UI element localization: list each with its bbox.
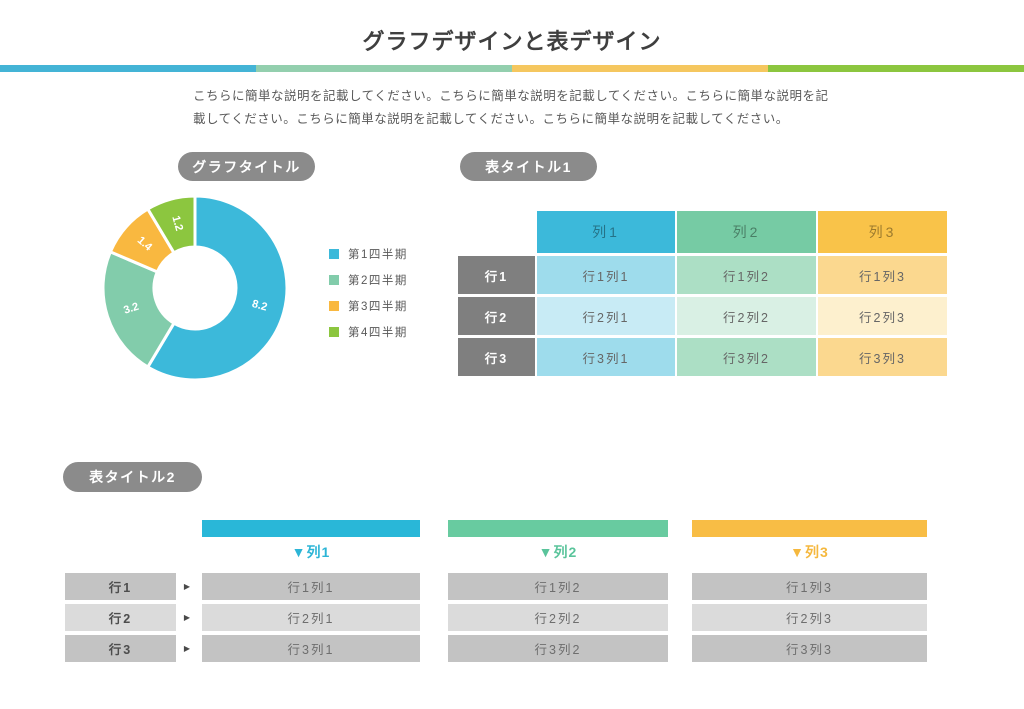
donut-slice	[146, 194, 197, 255]
accent-bar-segment	[512, 65, 768, 72]
table2-cell: 行2列3	[692, 604, 927, 631]
table1-col-header: 列3	[818, 211, 947, 253]
table2-col-header: ▼列1	[291, 544, 331, 560]
table1-row-header: 行2	[458, 297, 535, 335]
description: こちらに簡単な説明を記載してください。こちらに簡単な説明を記載してください。こち…	[193, 89, 829, 127]
table2-cell: 行1列1	[202, 573, 420, 600]
donut-chart: 8.23.21.41.2	[101, 194, 289, 382]
table2-cell: 行3列3	[692, 635, 927, 662]
table1-cell: 行1列2	[677, 256, 816, 294]
legend-item: 第1四半期	[329, 241, 408, 267]
table2-row-header: 行1	[65, 573, 176, 600]
table2-cell: 行3列2	[448, 635, 668, 662]
legend-swatch-icon	[329, 301, 339, 311]
table1-cell: 行1列3	[818, 256, 947, 294]
table2-row-header: 行2	[65, 604, 176, 631]
chart-title-pill: グラフタイトル	[178, 152, 315, 181]
accent-bar-segment	[256, 65, 512, 72]
table2-cell: 行2列1	[202, 604, 420, 631]
table1-title-pill: 表タイトル1	[460, 152, 597, 181]
table2-col-header: ▼列3	[790, 544, 829, 560]
legend-label: 第3四半期	[348, 301, 408, 313]
row-arrow-icon: ▶	[183, 582, 191, 591]
table2-col-bar	[448, 520, 668, 537]
table1-cell: 行3列3	[818, 338, 947, 376]
row-arrow-icon: ▶	[183, 613, 191, 622]
table2-col-bar	[202, 520, 420, 537]
table2-title-pill: 表タイトル2	[63, 462, 202, 492]
page-title: グラフデザインと表デザイン	[362, 29, 662, 54]
accent-bar-segment	[768, 65, 1024, 72]
table1-cell: 行1列1	[537, 256, 675, 294]
accent-bar-segment	[0, 65, 256, 72]
donut-slice-label: 3.2	[122, 301, 140, 317]
table1-cell: 行2列2	[677, 297, 816, 335]
chart-legend: 第1四半期第2四半期第3四半期第4四半期	[329, 241, 408, 345]
table1-col-header: 列1	[537, 211, 675, 253]
table2-cell: 行3列1	[202, 635, 420, 662]
table1-cell: 行3列2	[677, 338, 816, 376]
table2-cell: 行2列2	[448, 604, 668, 631]
accent-bar	[0, 65, 1024, 72]
table1-cell: 行3列1	[537, 338, 675, 376]
row-arrow-icon: ▶	[183, 644, 191, 653]
legend-label: 第4四半期	[348, 327, 408, 339]
legend-swatch-icon	[329, 327, 339, 337]
legend-swatch-icon	[329, 249, 339, 259]
legend-label: 第1四半期	[348, 249, 408, 261]
table2-cell: 行1列2	[448, 573, 668, 600]
legend-label: 第2四半期	[348, 275, 408, 287]
legend-swatch-icon	[329, 275, 339, 285]
donut-slice	[146, 194, 289, 382]
table1-row-header: 行3	[458, 338, 535, 376]
table1-col-header: 列2	[677, 211, 816, 253]
legend-item: 第3四半期	[329, 293, 408, 319]
legend-item: 第4四半期	[329, 319, 408, 345]
table1-cell: 行2列1	[537, 297, 675, 335]
table2-col-bar	[692, 520, 927, 537]
table2-cell: 行1列3	[692, 573, 927, 600]
legend-item: 第2四半期	[329, 267, 408, 293]
table1-cell: 行2列3	[818, 297, 947, 335]
donut-slice-label: 1.2	[169, 214, 185, 232]
table2-row-header: 行3	[65, 635, 176, 662]
donut-slice	[101, 250, 176, 369]
table2-col-header: ▼列2	[538, 544, 578, 560]
table1: 列1 列2 列3 行1 行1列1 行1列2 行1列3 行2 行2列1 行2列2 行2列3 行3 行3列1…	[458, 211, 947, 376]
table1-row-header: 行1	[458, 256, 535, 294]
donut-slice-label: 8.2	[251, 298, 269, 314]
